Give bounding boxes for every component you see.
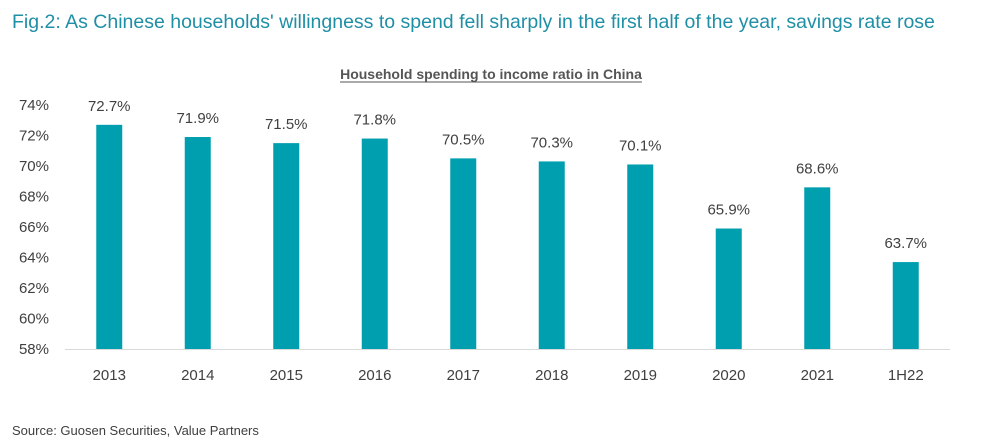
bar-1H22 xyxy=(892,262,919,349)
data-label-2020: 65.9% xyxy=(707,202,750,219)
y-tick-label: 64% xyxy=(19,250,49,267)
data-label-2013: 72.7% xyxy=(88,98,131,115)
bars xyxy=(96,124,919,349)
y-tick-label: 60% xyxy=(19,311,49,328)
bar-2015 xyxy=(273,143,300,349)
x-tick-label: 2021 xyxy=(801,367,834,384)
data-label-2018: 70.3% xyxy=(530,134,573,151)
bar-2019 xyxy=(627,164,654,349)
data-label-2021: 68.6% xyxy=(796,160,839,177)
bar-2020 xyxy=(715,228,742,349)
y-tick-label: 66% xyxy=(19,219,49,236)
data-label-2016: 71.8% xyxy=(353,112,396,129)
data-label-1H22: 63.7% xyxy=(884,235,927,252)
x-tick-label: 2016 xyxy=(358,367,391,384)
data-label-2014: 71.9% xyxy=(176,110,219,127)
y-tick-label: 70% xyxy=(19,158,49,175)
x-tick-label: 2015 xyxy=(270,367,303,384)
bar-2021 xyxy=(804,187,831,349)
data-label-2017: 70.5% xyxy=(442,131,485,148)
data-label-2015: 71.5% xyxy=(265,116,308,133)
y-tick-label: 62% xyxy=(19,280,49,297)
x-tick-label: 2017 xyxy=(447,367,480,384)
bar-2017 xyxy=(450,158,477,349)
y-tick-label: 72% xyxy=(19,128,49,145)
x-tick-label: 2014 xyxy=(181,367,214,384)
data-label-2019: 70.1% xyxy=(619,137,662,154)
bar-2013 xyxy=(96,124,123,349)
x-tick-label: 1H22 xyxy=(888,367,924,384)
data-labels: 72.7% 71.9% 71.5% 71.8% 70.5% 70.3% 70.1% 65.9%… xyxy=(88,98,927,252)
x-tick-label: 2020 xyxy=(712,367,745,384)
y-tick-label: 74% xyxy=(19,97,49,114)
figure-title: Fig.2: As Chinese households' willingnes… xyxy=(12,11,935,33)
x-tick-label: 2013 xyxy=(93,367,126,384)
x-tick-label: 2018 xyxy=(535,367,568,384)
bar-2016 xyxy=(361,138,388,349)
y-tick-label: 58% xyxy=(19,341,49,358)
bar-2014 xyxy=(184,137,211,349)
bar-2018 xyxy=(538,161,565,349)
y-axis: 58% 60% 62% 64% 66% 68% 70% 72% 74% xyxy=(19,97,49,358)
x-axis: 2013 2014 2015 2016 2017 2018 2019 2020 2021 1H22 xyxy=(93,367,924,384)
y-tick-label: 68% xyxy=(19,189,49,206)
x-tick-label: 2019 xyxy=(624,367,657,384)
chart-title: Household spending to income ratio in Ch… xyxy=(340,66,642,82)
source-note: Source: Guosen Securities, Value Partner… xyxy=(12,423,259,438)
